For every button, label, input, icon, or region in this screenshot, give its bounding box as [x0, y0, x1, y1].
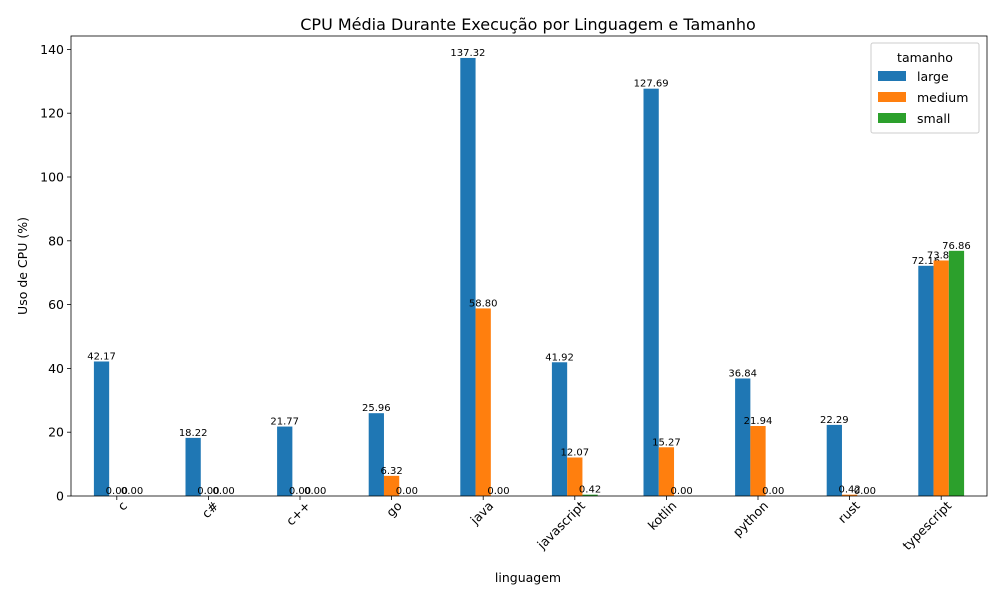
data-label: 6.32: [380, 466, 402, 477]
data-label: 72.16: [912, 256, 941, 267]
data-label: 0.42: [838, 485, 860, 496]
plot-frame: [70, 35, 988, 497]
data-label: 0.42: [579, 485, 601, 496]
data-label: 36.84: [728, 368, 757, 379]
data-label: 22.29: [820, 415, 849, 426]
data-label: 18.22: [179, 428, 208, 439]
data-label: 0.00: [213, 486, 235, 497]
y-tick-label: 40: [48, 361, 64, 376]
bar-medium-javascript: [567, 457, 583, 496]
data-label: 0.00: [289, 486, 311, 497]
data-label: 21.77: [270, 417, 299, 428]
x-tick-label: typescript: [899, 498, 954, 553]
x-tick-label: c#: [199, 498, 222, 521]
legend-label-small: small: [917, 111, 950, 126]
data-label: 0.00: [106, 486, 128, 497]
data-label: 58.80: [469, 298, 498, 309]
x-tick-label: kotlin: [645, 498, 680, 533]
legend-swatch-large: [878, 71, 906, 81]
bar-medium-go: [383, 475, 400, 496]
legend: tamanho large medium small: [870, 42, 980, 134]
data-label: 0.00: [304, 486, 326, 497]
bar-medium-rust: [841, 494, 858, 496]
data-label: 0.00: [487, 486, 509, 497]
x-axis-label: linguagem: [495, 570, 561, 585]
legend-label-medium: medium: [917, 90, 968, 105]
bar-large-javascript: [551, 362, 568, 496]
bar-large-go: [368, 413, 384, 496]
y-tick-label: 120: [40, 106, 64, 121]
data-label: 0.00: [854, 486, 876, 497]
data-label: 41.92: [545, 352, 574, 363]
bar-medium-java: [475, 308, 491, 496]
y-tick-label: 20: [48, 425, 64, 440]
legend-label-large: large: [917, 69, 949, 84]
bar-medium-kotlin: [658, 447, 675, 496]
bar-large-rust: [826, 424, 842, 496]
plot-area: 02040608010012014042.170.000.00c18.220.0…: [40, 42, 971, 553]
data-label: 137.32: [450, 48, 485, 59]
data-label: 42.17: [87, 351, 116, 362]
data-label: 0.00: [762, 486, 784, 497]
data-label: 12.07: [560, 447, 589, 458]
data-label: 0.00: [671, 486, 693, 497]
bar-large-c++: [277, 426, 293, 496]
data-label: 0.00: [121, 486, 143, 497]
bar-large-typescript: [918, 265, 934, 496]
legend-swatch-small: [878, 113, 906, 123]
x-tick-label: c: [114, 498, 130, 514]
bar-large-python: [735, 378, 751, 496]
bar-large-c: [93, 361, 110, 496]
bar-large-java: [460, 57, 476, 496]
data-label: 76.86: [942, 241, 971, 252]
x-tick-label: c++: [283, 498, 313, 528]
y-tick-label: 0: [56, 489, 64, 504]
data-label: 0.00: [197, 486, 219, 497]
bar-large-kotlin: [643, 88, 659, 497]
x-tick-label: javascript: [533, 498, 588, 553]
bar-medium-python: [750, 426, 766, 496]
data-label: 21.94: [744, 416, 773, 427]
legend-swatch-medium: [878, 92, 906, 102]
x-tick-label: java: [467, 498, 497, 528]
data-label: 15.27: [652, 437, 681, 448]
y-axis-label: Uso de CPU (%): [15, 217, 30, 315]
bar-large-c#: [185, 437, 201, 496]
y-tick-label: 60: [48, 297, 64, 312]
data-label: 73.83: [927, 250, 956, 261]
bar-medium-typescript: [933, 260, 949, 496]
y-tick-label: 100: [40, 169, 64, 184]
y-tick-label: 140: [40, 42, 64, 57]
bar-small-typescript: [948, 250, 965, 496]
legend-frame: [870, 42, 980, 134]
x-tick-label: go: [383, 498, 405, 520]
bar-small-javascript: [582, 494, 598, 496]
data-label: 25.96: [362, 403, 391, 414]
legend-title: tamanho: [897, 50, 953, 65]
chart-title: CPU Média Durante Execução por Linguagem…: [300, 15, 756, 34]
y-tick-label: 80: [48, 233, 64, 248]
data-label: 0.00: [396, 486, 418, 497]
x-tick-label: rust: [835, 498, 863, 526]
data-label: 127.69: [634, 79, 669, 90]
x-tick-label: python: [730, 498, 772, 540]
